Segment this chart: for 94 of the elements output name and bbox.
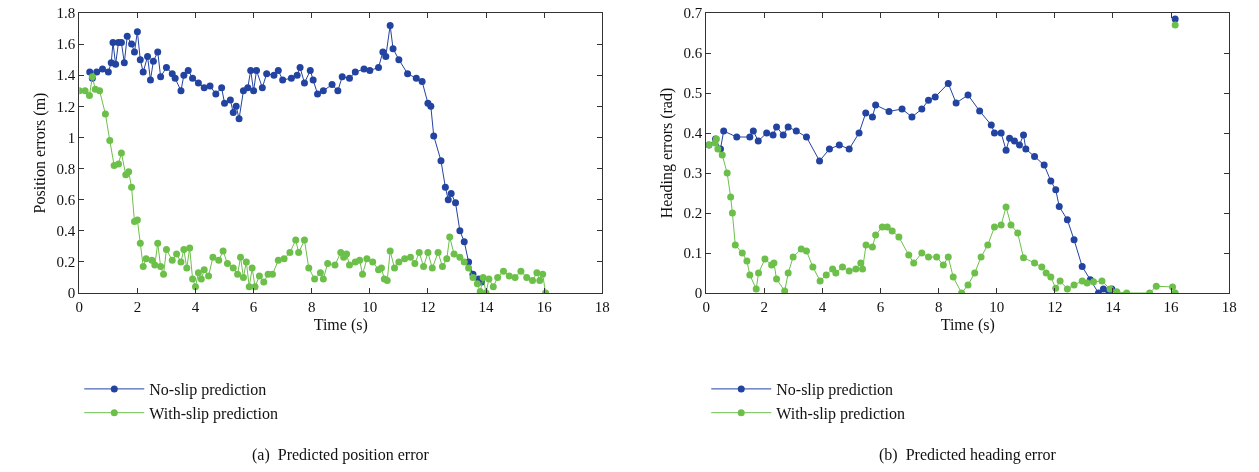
point bbox=[1171, 15, 1179, 23]
y-tick-label: 0 bbox=[67, 285, 76, 302]
y-tick-label: 0.2 bbox=[683, 205, 703, 222]
y-axis-title: Position errors (m) bbox=[31, 92, 50, 214]
point bbox=[763, 129, 771, 137]
y-tick-label: 1 bbox=[67, 129, 76, 146]
point bbox=[746, 133, 754, 141]
y-tick-label: 0.3 bbox=[683, 165, 703, 182]
y-tick-label: 0.6 bbox=[683, 45, 703, 62]
point bbox=[885, 107, 893, 115]
point bbox=[944, 79, 952, 87]
point bbox=[1070, 236, 1078, 244]
y-tick-label: 1.4 bbox=[56, 67, 76, 84]
point bbox=[976, 107, 984, 115]
y-tick-label: 0.5 bbox=[683, 85, 703, 102]
legend-label: With-slip prediction bbox=[149, 404, 278, 423]
y-axis-title: Heading errors (rad) bbox=[658, 87, 677, 219]
x-tick-label: 12 bbox=[420, 299, 436, 316]
point bbox=[1078, 263, 1086, 271]
x-tick-label: 16 bbox=[1163, 299, 1180, 316]
point bbox=[749, 127, 757, 135]
y-tick-label: 0 bbox=[694, 285, 703, 302]
x-axis-title: Time (s) bbox=[313, 315, 368, 334]
y-tick-label: 0.7 bbox=[683, 5, 703, 22]
x-tick-label: 2 bbox=[133, 299, 142, 316]
point bbox=[931, 93, 939, 101]
point bbox=[773, 123, 781, 131]
x-tick-label: 10 bbox=[362, 299, 378, 316]
point bbox=[868, 113, 876, 121]
point bbox=[1020, 131, 1028, 139]
x-tick-label: 2 bbox=[760, 299, 769, 316]
point bbox=[1011, 137, 1018, 145]
point bbox=[898, 105, 906, 113]
point bbox=[1055, 203, 1063, 211]
y-tick-label: 0.6 bbox=[56, 191, 76, 208]
x-tick-label: 6 bbox=[249, 299, 258, 316]
point bbox=[1047, 177, 1055, 185]
point bbox=[1002, 146, 1010, 154]
point bbox=[769, 131, 777, 139]
point bbox=[792, 127, 800, 135]
point bbox=[1040, 161, 1048, 169]
point bbox=[855, 129, 863, 137]
y-tick-label: 1.2 bbox=[56, 98, 76, 115]
point bbox=[1063, 216, 1071, 224]
x-tick-label: 6 bbox=[876, 299, 885, 316]
y-tick-label: 0.1 bbox=[683, 245, 703, 262]
y-tick-label: 1.6 bbox=[56, 36, 76, 53]
point bbox=[987, 121, 995, 129]
point bbox=[779, 131, 787, 139]
x-tick-label: 10 bbox=[989, 299, 1005, 316]
x-tick-label: 4 bbox=[191, 299, 200, 316]
x-tick-label: 4 bbox=[818, 299, 827, 316]
point bbox=[802, 133, 810, 141]
x-tick-label: 18 bbox=[1221, 299, 1237, 316]
x-tick-label: 8 bbox=[307, 299, 316, 316]
point bbox=[1031, 153, 1039, 161]
point bbox=[825, 145, 833, 153]
point bbox=[1022, 145, 1030, 153]
point bbox=[1171, 21, 1179, 29]
x-tick-label: 18 bbox=[594, 299, 610, 316]
point bbox=[845, 145, 853, 153]
point bbox=[1015, 141, 1023, 149]
y-tick-label: 0.8 bbox=[56, 160, 76, 177]
y-tick-label: 0.2 bbox=[56, 254, 76, 271]
point bbox=[990, 129, 998, 137]
legend-label: No-slip prediction bbox=[776, 381, 894, 400]
point bbox=[784, 123, 792, 131]
point bbox=[816, 157, 824, 165]
point bbox=[872, 101, 880, 109]
x-axis-title: Time (s) bbox=[940, 315, 995, 334]
point bbox=[952, 99, 960, 107]
legend-label: With-slip prediction bbox=[776, 404, 905, 423]
point bbox=[754, 137, 762, 145]
x-tick-label: 12 bbox=[1047, 299, 1063, 316]
x-tick-label: 14 bbox=[478, 299, 495, 316]
point bbox=[835, 141, 843, 149]
x-tick-label: 16 bbox=[536, 299, 553, 316]
point bbox=[925, 96, 932, 104]
y-tick-label: 1.8 bbox=[56, 5, 76, 22]
legend-label: No-slip prediction bbox=[149, 381, 267, 400]
point bbox=[720, 127, 728, 135]
x-tick-label: 14 bbox=[1105, 299, 1121, 316]
point bbox=[964, 91, 972, 99]
text: (b) Predicted heading error bbox=[879, 446, 1057, 464]
x-tick-label: 8 bbox=[934, 299, 943, 316]
point bbox=[862, 109, 870, 117]
point bbox=[997, 129, 1005, 137]
point bbox=[918, 105, 926, 113]
point bbox=[908, 113, 916, 121]
text: (a) Predicted position error bbox=[252, 446, 430, 464]
point bbox=[733, 133, 741, 141]
y-tick-label: 0.4 bbox=[683, 125, 703, 142]
point bbox=[1052, 186, 1060, 194]
y-tick-label: 0.4 bbox=[56, 223, 76, 240]
